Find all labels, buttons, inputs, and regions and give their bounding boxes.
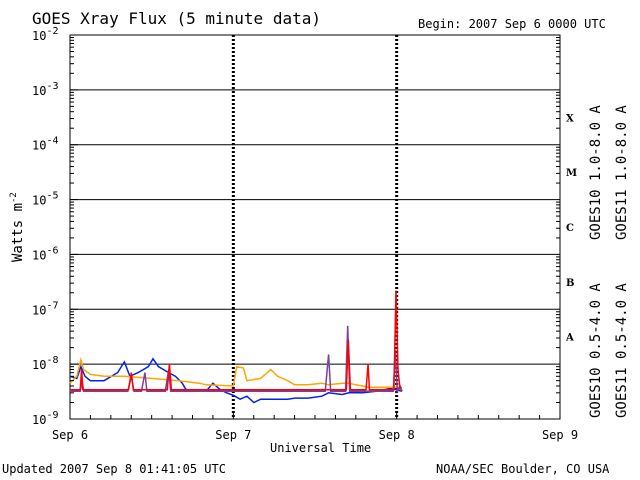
source-label: NOAA/SEC Boulder, CO USA xyxy=(436,462,610,476)
series-lines xyxy=(69,290,403,404)
y-tick-label: 10-4 xyxy=(32,136,59,153)
x-tick-label: Sep 6 xyxy=(52,428,88,442)
y-tick-label: 10-2 xyxy=(32,26,59,43)
series-line xyxy=(69,357,403,404)
y-tick-label: 10-7 xyxy=(32,300,59,317)
plot-area xyxy=(69,34,561,420)
flare-class-labels: A B C M X xyxy=(565,113,577,343)
flare-class-label: B xyxy=(566,278,574,289)
y-tick-label: 10-8 xyxy=(32,355,59,372)
legend-goes10-long: GOES10 1.0-8.0 A xyxy=(588,105,604,240)
legend-goes10-short: GOES10 0.5-4.0 A xyxy=(588,283,604,418)
flare-class-label: C xyxy=(566,223,574,234)
y-tick-label: 10-6 xyxy=(32,245,59,262)
x-tick-label: Sep 7 xyxy=(215,428,251,442)
legend-goes11-short: GOES11 0.5-4.0 A xyxy=(614,283,630,418)
grid-lines xyxy=(70,89,560,365)
x-axis-label: Universal Time xyxy=(270,441,371,455)
y-tick-label: 10-5 xyxy=(32,191,59,208)
day-dividers xyxy=(231,35,399,419)
flare-class-label: M xyxy=(566,168,577,179)
flare-class-label: X xyxy=(566,113,574,124)
x-tick-label: Sep 9 xyxy=(542,428,578,442)
legend: GOES10 1.0-8.0 A GOES11 1.0-8.0 A GOES10… xyxy=(588,105,630,418)
y-tick-label: 10-3 xyxy=(32,81,59,98)
y-axis-ticks: 10-9 10-8 10-7 10-6 10-5 10-4 10-3 10-2 xyxy=(32,26,560,427)
begin-label: Begin: 2007 Sep 6 0000 UTC xyxy=(418,17,606,31)
x-axis-ticks: Sep 6 Sep 7 Sep 8 Sep 9 xyxy=(52,411,578,442)
series-line xyxy=(70,290,401,391)
flare-class-label: A xyxy=(565,333,574,344)
y-axis-label: Watts m-2 xyxy=(9,192,26,262)
y-tick-label: 10-9 xyxy=(32,410,59,427)
chart-title: GOES Xray Flux (5 minute data) xyxy=(32,9,321,28)
series-line xyxy=(70,325,403,395)
x-tick-label: Sep 8 xyxy=(379,428,415,442)
legend-goes11-long: GOES11 1.0-8.0 A xyxy=(614,105,630,240)
updated-label: Updated 2007 Sep 8 01:41:05 UTC xyxy=(2,462,226,476)
